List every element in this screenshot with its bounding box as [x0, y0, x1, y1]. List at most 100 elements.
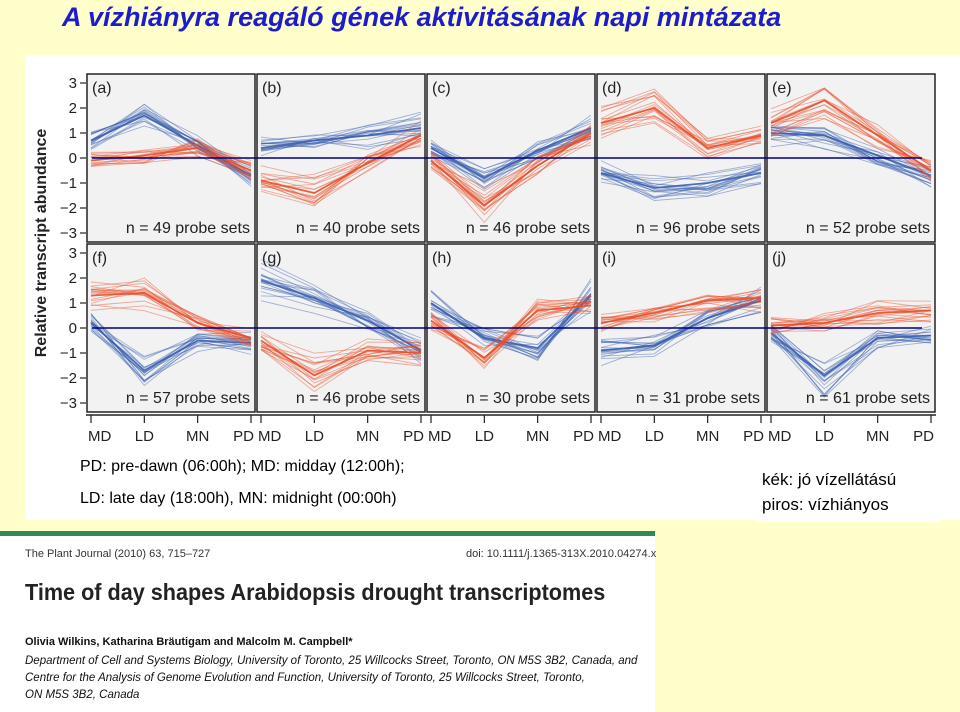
blue-series-line — [600, 172, 762, 201]
red-series-line — [260, 344, 422, 381]
red-series-line — [90, 288, 252, 346]
probe-count-label: n = 61 probe sets — [806, 390, 930, 407]
blue-series-line — [430, 298, 592, 354]
red-series-line — [430, 126, 592, 210]
red-series-line — [430, 125, 592, 203]
red-series-line — [90, 282, 252, 346]
blue-series-line — [770, 127, 932, 178]
blue-series-line — [90, 112, 252, 185]
blue-series-line — [600, 171, 762, 182]
blue-series-line — [90, 321, 252, 357]
x-tick-label: LD — [645, 428, 664, 445]
red-series-line — [770, 307, 932, 322]
x-tick-label: PD — [573, 428, 594, 445]
paper-title: Time of day shapes Arabidopsis drought t… — [25, 579, 606, 605]
x-tick-label: PD — [233, 428, 254, 445]
red-series-line — [430, 135, 592, 192]
blue-series-line — [430, 290, 592, 359]
red-series-line — [90, 277, 252, 343]
blue-series-line — [430, 281, 592, 358]
y-tick-label: −3 — [60, 225, 77, 242]
red-series-line — [600, 108, 762, 159]
blue-series-line — [260, 259, 422, 365]
red-series-line — [90, 287, 252, 343]
probe-count-label: n = 57 probe sets — [126, 390, 250, 407]
red-series-line — [90, 290, 252, 347]
red-series-line — [430, 298, 592, 364]
red-series-line — [260, 137, 422, 206]
journal-citation: The Plant Journal (2010) 63, 715–727 — [25, 548, 211, 560]
red-series-line — [260, 137, 422, 202]
blue-series-line — [90, 103, 252, 172]
red-series-line — [430, 126, 592, 216]
probe-count-label: n = 96 probe sets — [636, 220, 760, 237]
red-series-line — [770, 98, 932, 164]
y-tick-label: −1 — [60, 175, 77, 192]
blue-series-line — [430, 135, 592, 182]
red-mean-line — [430, 304, 592, 360]
red-series-line — [260, 348, 422, 393]
red-series-line — [260, 338, 422, 366]
blue-series-line — [770, 333, 932, 395]
blue-series-line — [770, 324, 932, 372]
x-tick-label: LD — [815, 428, 834, 445]
red-series-line — [260, 137, 422, 197]
red-series-line — [600, 88, 762, 142]
blue-series-line — [260, 117, 422, 151]
blue-series-line — [770, 329, 932, 397]
blue-series-line — [600, 166, 762, 182]
red-series-line — [600, 301, 762, 320]
x-tick-label: PD — [403, 428, 424, 445]
blue-series-line — [770, 132, 932, 179]
x-tick-label: LD — [305, 428, 324, 445]
red-series-line — [260, 135, 422, 204]
blue-series-line — [260, 262, 422, 361]
blue-mean-line — [600, 299, 762, 352]
blue-series-line — [260, 123, 422, 145]
y-tick-label: −2 — [60, 200, 77, 217]
blue-series-line — [260, 132, 422, 142]
abbrev-line-1: PD: pre-dawn (06:00h); MD: midday (12:00… — [80, 458, 405, 475]
red-series-line — [430, 300, 592, 349]
blue-series-line — [260, 274, 422, 358]
red-mean-line — [260, 134, 422, 194]
blue-series-line — [260, 113, 422, 152]
red-series-line — [260, 344, 422, 364]
blue-series-line — [600, 307, 762, 348]
y-tick-label: 2 — [69, 270, 77, 287]
red-series-line — [600, 121, 762, 157]
x-tick-label: MD — [258, 428, 281, 445]
blue-series-line — [600, 310, 762, 345]
red-mean-line — [600, 107, 762, 149]
blue-series-line — [600, 174, 762, 198]
blue-series-line — [260, 127, 422, 152]
red-series-line — [260, 139, 422, 180]
blue-series-line — [90, 106, 252, 180]
x-tick-label: MN — [866, 428, 889, 445]
legend-red: piros: vízhiányos — [762, 495, 889, 514]
blue-series-line — [90, 103, 252, 177]
red-series-line — [430, 131, 592, 188]
blue-series-line — [430, 118, 592, 189]
red-series-line — [90, 304, 252, 344]
red-series-line — [90, 146, 252, 166]
red-series-line — [770, 118, 932, 173]
red-series-line — [600, 117, 762, 147]
red-series-line — [600, 292, 762, 318]
paper-doi: doi: 10.1111/j.1365-313X.2010.04274.x — [466, 548, 657, 560]
red-series-line — [600, 95, 762, 142]
red-series-line — [260, 335, 422, 384]
red-mean-line — [770, 309, 932, 327]
red-series-line — [260, 334, 422, 354]
red-series-line — [600, 109, 762, 150]
probe-count-label: n = 40 probe sets — [296, 220, 420, 237]
blue-series-line — [770, 126, 932, 184]
blue-series-line — [600, 297, 762, 340]
y-tick-label: −1 — [60, 345, 77, 362]
red-mean-line — [600, 297, 762, 324]
red-series-line — [600, 91, 761, 140]
blue-mean-line — [770, 332, 932, 377]
red-series-line — [770, 309, 932, 332]
x-tick-label: LD — [135, 428, 154, 445]
gene-expression-chart: (a) n = 49 probe sets (b) n = 40 probe sets… — [33, 73, 936, 445]
